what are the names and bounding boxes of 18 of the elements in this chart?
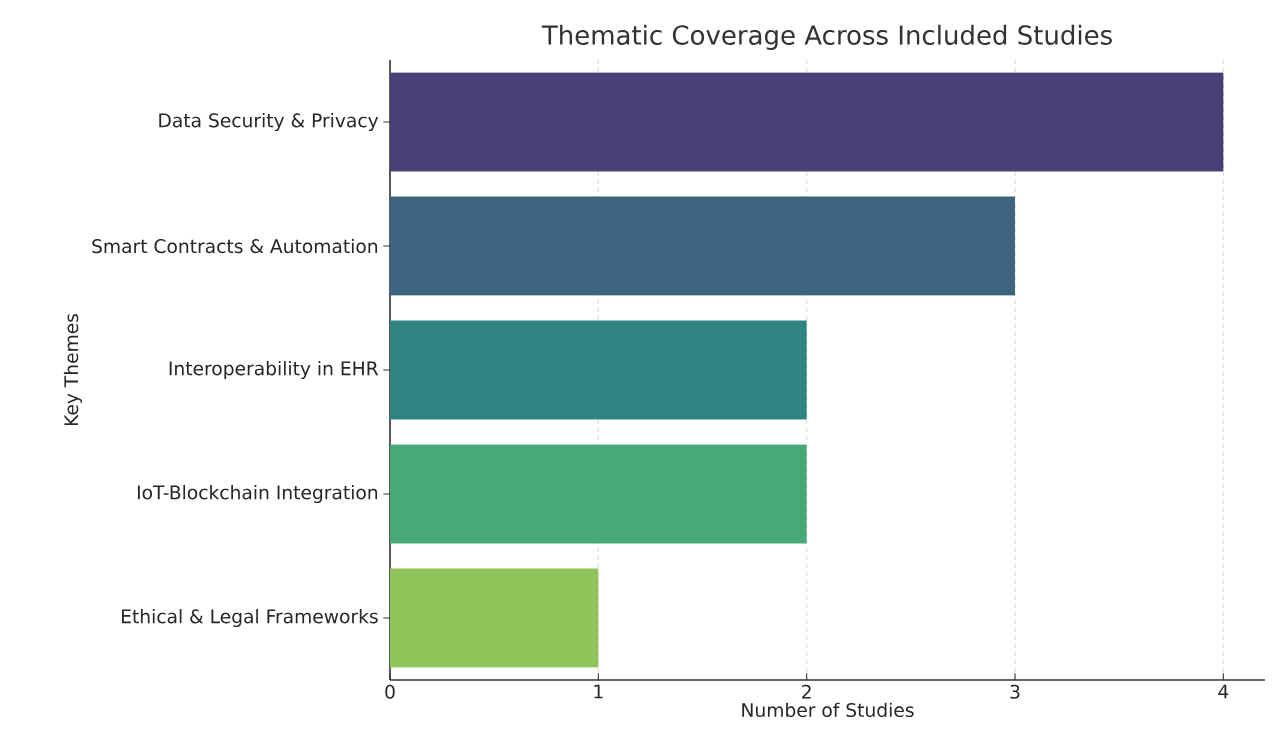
x-tick-label: 2 (802, 684, 811, 699)
bar (390, 320, 807, 420)
y-tick-label: Smart Contracts & Automation (92, 238, 378, 254)
x-axis-title: Number of Studies (742, 702, 914, 718)
x-tick-label: 0 (385, 684, 395, 699)
y-tick-label: Ethical & Legal Frameworks (122, 608, 378, 628)
x-tick-label: 4 (1218, 684, 1229, 699)
bar (390, 72, 1224, 172)
y-tick-label: IoT-Blockchain Integration (137, 484, 378, 504)
x-tick-label: 3 (1010, 684, 1020, 699)
y-tick-label: Data Security & Privacy (159, 112, 379, 132)
bar (390, 196, 1016, 296)
x-tick-label: 1 (594, 684, 603, 699)
y-tick-label: Interoperability in EHR (169, 360, 379, 380)
y-axis-title: Key Themes (63, 313, 82, 426)
bar (390, 568, 599, 668)
chart-title: Thematic Coverage Across Included Studies (541, 24, 1112, 50)
bar (390, 444, 807, 544)
